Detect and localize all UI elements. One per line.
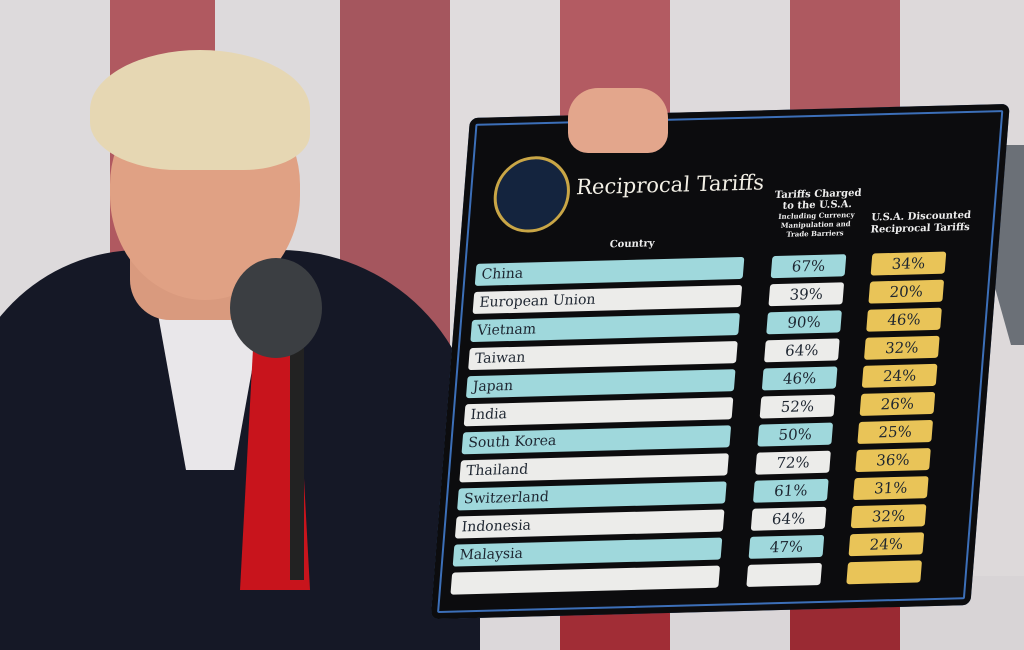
microphone-stand <box>290 300 304 580</box>
country-cell: South Korea <box>461 425 732 455</box>
presidential-seal-icon <box>490 155 573 234</box>
country-cell: China <box>474 256 745 286</box>
tariff-charged-cell: 64% <box>750 506 827 531</box>
discounted-tariff-cell: 31% <box>852 476 929 501</box>
tariff-charged-cell: 50% <box>757 422 834 447</box>
discounted-tariff-cell: 25% <box>857 419 934 444</box>
tariff-charged-cell: 46% <box>761 366 838 391</box>
table-row: India 52% 26% <box>463 391 936 432</box>
table-row: Japan 46% 24% <box>465 363 938 404</box>
discounted-tariff-cell: 26% <box>859 391 936 416</box>
table-row: Taiwan 64% 32% <box>468 335 940 376</box>
header-country: Country <box>609 238 655 251</box>
discounted-tariff-cell: 24% <box>861 363 938 388</box>
country-cell: Taiwan <box>468 341 738 371</box>
empty-cell <box>450 565 721 595</box>
tariff-charged-cell: 47% <box>748 534 825 559</box>
table-row: Thailand 72% 36% <box>459 448 931 488</box>
table-row: Indonesia 64% 32% <box>454 504 927 544</box>
microphone-icon <box>230 258 322 358</box>
header-tariffs-charged: Tariffs Charged to the U.S.A. Including … <box>770 188 864 239</box>
discounted-tariff-cell: 32% <box>863 335 940 360</box>
country-cell: Thailand <box>459 453 729 483</box>
discounted-tariff-cell: 20% <box>868 279 945 304</box>
tariff-charged-cell: 67% <box>770 254 847 279</box>
table-row: Malaysia 47% 24% <box>452 532 925 573</box>
header-discounted: U.S.A. Discounted Reciprocal Tariffs <box>870 209 972 236</box>
table-row: China 67% 34% <box>474 251 947 292</box>
table-row-partial <box>450 560 923 601</box>
country-cell: Indonesia <box>454 509 725 539</box>
header-tariffs-charged-label: Tariffs Charged to the U.S.A. <box>774 187 862 212</box>
country-cell: India <box>463 397 734 427</box>
country-cell: Vietnam <box>470 312 740 343</box>
board-title: Reciprocal Tariffs <box>575 170 766 200</box>
country-cell: Switzerland <box>457 481 727 511</box>
country-cell: Japan <box>465 369 736 399</box>
country-cell: European Union <box>472 284 743 315</box>
speaker-hand <box>568 88 668 153</box>
discounted-tariff-cell: 34% <box>870 251 947 276</box>
table-row: Vietnam 90% 46% <box>470 307 942 348</box>
discounted-tariff-cell: 46% <box>866 307 942 332</box>
tariff-charged-cell: 90% <box>766 310 842 335</box>
table-row: South Korea 50% 25% <box>461 419 934 460</box>
tariff-table: China 67% 34% European Union 39% 20% Vietnam 90… <box>450 251 947 601</box>
tariff-charged-cell: 64% <box>764 338 840 363</box>
country-cell: Malaysia <box>452 537 723 567</box>
tariff-charged-cell: 52% <box>759 394 836 419</box>
table-row: Switzerland 61% 31% <box>457 476 929 516</box>
discounted-tariff-cell: 24% <box>848 532 925 557</box>
discounted-tariff-cell: 32% <box>850 504 927 529</box>
speaker-hair <box>90 50 310 170</box>
tariff-charged-cell: 72% <box>755 450 831 475</box>
empty-cell <box>846 560 923 585</box>
tariff-charged-cell: 39% <box>768 282 845 307</box>
discounted-tariff-cell: 36% <box>855 448 931 473</box>
empty-cell <box>746 562 823 587</box>
tariff-charged-cell: 61% <box>752 478 829 503</box>
table-row: European Union 39% 20% <box>472 279 945 320</box>
header-tariffs-charged-sub: Including Currency Manipulation and Trad… <box>777 209 855 239</box>
tariff-board: Reciprocal Tariffs Country Tariffs Charg… <box>430 103 1010 620</box>
